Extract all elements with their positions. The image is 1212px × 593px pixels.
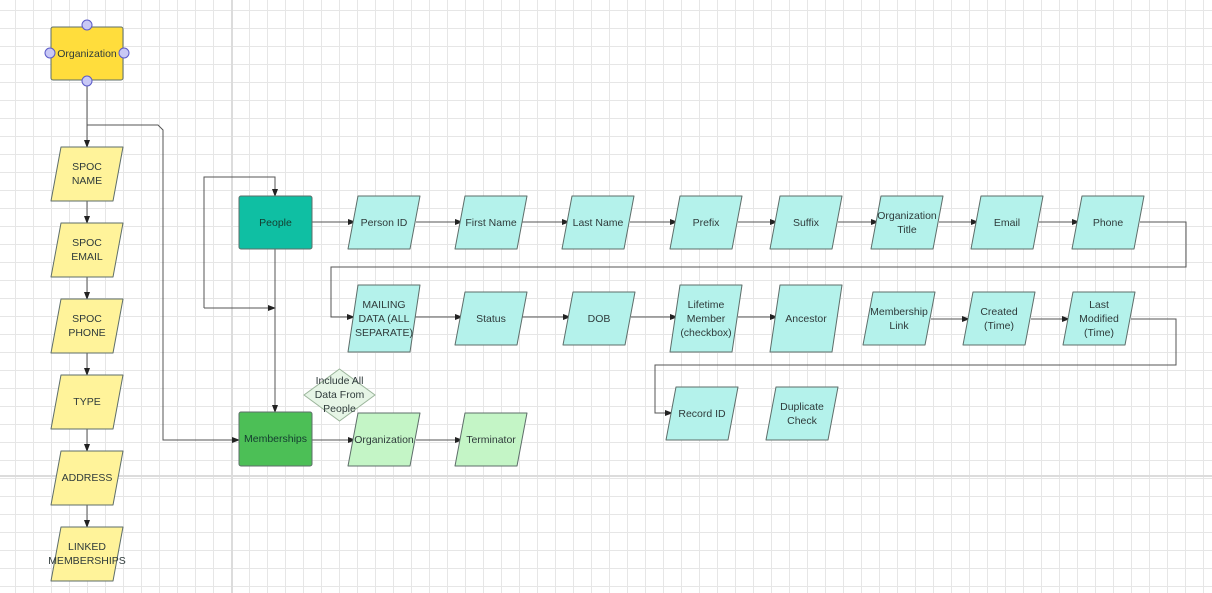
terminator-parallelogram[interactable] [455,413,527,466]
spoc-name-parallelogram[interactable] [51,147,123,201]
first-name-parallelogram[interactable] [455,196,527,249]
connection-handle[interactable] [45,48,55,58]
memberships-rectangle[interactable] [239,412,312,466]
prefix-parallelogram[interactable] [670,196,742,249]
email-parallelogram[interactable] [971,196,1043,249]
type-parallelogram[interactable] [51,375,123,429]
connection-handle[interactable] [82,20,92,30]
created-time-parallelogram[interactable] [963,292,1035,345]
linked-memberships-parallelogram[interactable] [51,527,123,581]
person-id-parallelogram[interactable] [348,196,420,249]
people-rectangle[interactable] [239,196,312,249]
address-parallelogram[interactable] [51,451,123,505]
spoc-phone-parallelogram[interactable] [51,299,123,353]
record-id-parallelogram[interactable] [666,387,738,440]
membership-organization-parallelogram[interactable] [348,413,420,466]
organization-title-parallelogram[interactable] [871,196,943,249]
connection-handle[interactable] [119,48,129,58]
last-modified-time-parallelogram[interactable] [1063,292,1135,345]
status-parallelogram[interactable] [455,292,527,345]
spoc-email-parallelogram[interactable] [51,223,123,277]
organization-rectangle[interactable] [51,27,123,80]
last-name-parallelogram[interactable] [562,196,634,249]
suffix-parallelogram[interactable] [770,196,842,249]
duplicate-check-parallelogram[interactable] [766,387,838,440]
phone-parallelogram[interactable] [1072,196,1144,249]
ancestor-parallelogram[interactable] [770,285,842,352]
dob-parallelogram[interactable] [563,292,635,345]
lifetime-member-parallelogram[interactable] [670,285,742,352]
membership-link-parallelogram[interactable] [863,292,935,345]
mailing-data-parallelogram[interactable] [348,285,420,352]
connection-handle[interactable] [82,76,92,86]
